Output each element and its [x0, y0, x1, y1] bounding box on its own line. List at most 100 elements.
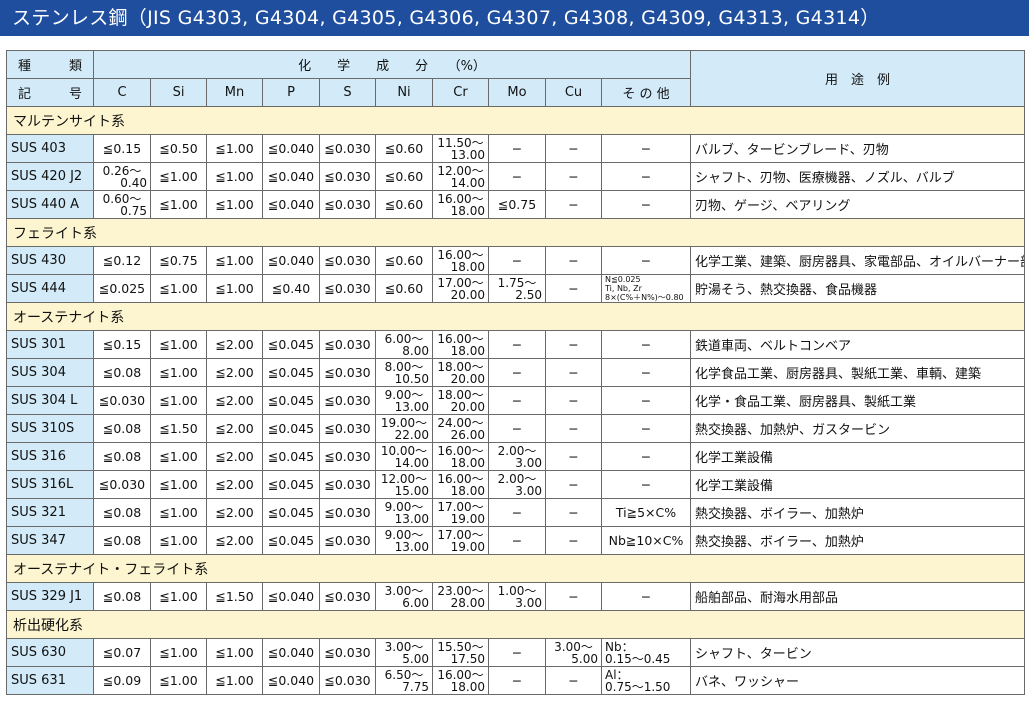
- value-line: 18.00: [450, 483, 485, 498]
- usage-example: 化学工業、建築、厨房器具、家電部品、オイルバーナー部品: [690, 246, 1026, 275]
- value-cell: −: [600, 442, 692, 471]
- element-header: Si: [150, 78, 207, 107]
- value-cell: 10.00〜 14.00: [375, 442, 433, 471]
- value-line: 19.00〜: [380, 415, 428, 430]
- section-label: 析出硬化系: [5, 610, 1026, 639]
- value-cell: ≦0.030: [319, 246, 376, 275]
- section-label: フェライト系: [5, 218, 1026, 247]
- value-cell: ≦0.07: [93, 638, 151, 667]
- value-line: 16.00〜: [437, 443, 484, 458]
- value-cell: ≦1.00: [150, 498, 207, 527]
- section-row: オーステナイト・フェライト系: [5, 554, 1026, 583]
- value-cell: ≦2.00: [206, 442, 263, 471]
- value-cell: ≦0.40: [262, 274, 320, 303]
- element-header: Mn: [206, 78, 263, 107]
- value-cell: ≦1.00: [150, 582, 207, 611]
- element-header: Ni: [375, 78, 433, 107]
- value-line: 14.00: [394, 455, 429, 470]
- value-line: 23.00〜: [437, 583, 484, 598]
- value-cell: ≦1.50: [206, 582, 263, 611]
- value-line: 12.00〜: [380, 471, 428, 486]
- value-cell: ≦0.030: [319, 498, 376, 527]
- value-cell: −: [488, 638, 546, 667]
- value-cell: 17.00〜 19.00: [432, 526, 489, 555]
- grade-name: SUS 316L: [6, 470, 94, 499]
- value-line: 9.00〜: [384, 527, 424, 542]
- page-title: ステンレス鋼（JIS G4303, G4304, G4305, G4306, G…: [0, 0, 1029, 36]
- value-cell: ≦0.045: [262, 358, 320, 387]
- table-row: SUS 304 ≦0.08 ≦1.00 ≦2.00 ≦0.045 ≦0.030 8.00〜 1…: [6, 358, 1026, 387]
- value-line: 20.00: [450, 399, 485, 414]
- section-row: オーステナイト系: [5, 302, 1026, 331]
- value-cell: ≦0.045: [262, 498, 320, 527]
- value-cell: −: [545, 470, 602, 499]
- value-cell: 9.00〜 13.00: [375, 498, 433, 527]
- value-line: 24.00〜: [437, 415, 484, 430]
- value-cell: ≦1.00: [150, 274, 207, 303]
- value-cell: −: [545, 274, 602, 303]
- table-row: SUS 310S ≦0.08 ≦1.50 ≦2.00 ≦0.045 ≦0.030 19.00…: [6, 414, 1026, 443]
- value-cell: 17.00〜 20.00: [432, 274, 489, 303]
- value-cell: ≦0.030: [319, 442, 376, 471]
- value-cell: ≦0.50: [150, 134, 207, 163]
- value-line: 1.75〜: [497, 275, 537, 290]
- usage-example: 熱交換器、ボイラー、加熱炉: [690, 526, 1026, 555]
- chem-header: 化 学 成 分 （%）: [92, 50, 692, 79]
- value-line: 17.50: [450, 651, 485, 666]
- value-cell: ≦0.08: [93, 414, 151, 443]
- value-cell: −: [545, 666, 602, 695]
- value-line: 6.00〜: [384, 331, 424, 346]
- grade-name: SUS 420 J2: [6, 162, 94, 191]
- value-cell: 16.00〜 18.00: [432, 442, 489, 471]
- value-line: 18.00: [450, 455, 485, 470]
- section-label: オーステナイト・フェライト系: [5, 554, 1026, 583]
- value-cell: ≦1.00: [150, 666, 207, 695]
- value-cell: 3.00〜 5.00: [375, 638, 433, 667]
- value-cell: ≦1.00: [150, 386, 207, 415]
- value-cell: ≦0.045: [262, 526, 320, 555]
- value-cell: −: [488, 134, 546, 163]
- usage-example: 化学工業設備: [690, 442, 1026, 471]
- usage-example: 船舶部品、耐海水用部品: [690, 582, 1026, 611]
- value-cell: Ti≧5×C%: [600, 498, 692, 527]
- usage-example: シャフト、刃物、医療機器、ノズル、バルブ: [690, 162, 1026, 191]
- value-cell: 12.00〜 15.00: [375, 470, 433, 499]
- value-line: 19.00: [450, 539, 485, 554]
- value-line: 17.00〜: [437, 275, 484, 290]
- value-cell: 3.00〜 5.00: [545, 638, 602, 667]
- value-cell: 1.00〜 3.00: [488, 582, 546, 611]
- grade-name: SUS 444: [6, 274, 94, 303]
- value-line: 12.00〜: [437, 163, 484, 178]
- value-line: 3.00〜: [384, 583, 424, 598]
- value-cell: ≦0.60: [375, 274, 433, 303]
- value-line: 2.00〜: [497, 471, 537, 486]
- stainless-steel-table: 種類 化 学 成 分 （%） 用 途 例 記号 C Si Mn P S Ni Cr Mo Cu そ…: [5, 50, 1026, 695]
- value-line: 0.26〜: [102, 163, 142, 178]
- value-cell: ≦0.15: [93, 330, 151, 359]
- value-cell: ≦1.00: [206, 666, 263, 695]
- value-line: 8.00〜: [384, 359, 424, 374]
- section-label: オーステナイト系: [5, 302, 1026, 331]
- value-cell: ≦0.040: [262, 190, 320, 219]
- section-row: フェライト系: [5, 218, 1026, 247]
- value-line: 9.00〜: [384, 387, 424, 402]
- value-cell: −: [600, 134, 692, 163]
- grade-name: SUS 316: [6, 442, 94, 471]
- value-cell: 2.00〜 3.00: [488, 442, 546, 471]
- value-cell: −: [600, 386, 692, 415]
- value-cell: ≦0.030: [319, 666, 376, 695]
- value-cell: 8.00〜 10.50: [375, 358, 433, 387]
- value-cell: −: [600, 190, 692, 219]
- value-cell: ≦0.045: [262, 414, 320, 443]
- usage-example: 刃物、ゲージ、ベアリング: [690, 190, 1026, 219]
- section-row: マルテンサイト系: [5, 106, 1026, 135]
- value-line: 16.00〜: [437, 471, 484, 486]
- value-cell: ≦1.50: [150, 414, 207, 443]
- value-line: 8.00: [402, 343, 429, 358]
- value-line: 5.00: [402, 651, 429, 666]
- value-cell: 3.00〜 6.00: [375, 582, 433, 611]
- value-cell: ≦0.030: [319, 190, 376, 219]
- value-line: 8×(C%＋N%)〜0.80: [605, 293, 684, 302]
- value-cell: ≦2.00: [206, 498, 263, 527]
- value-cell: −: [545, 162, 602, 191]
